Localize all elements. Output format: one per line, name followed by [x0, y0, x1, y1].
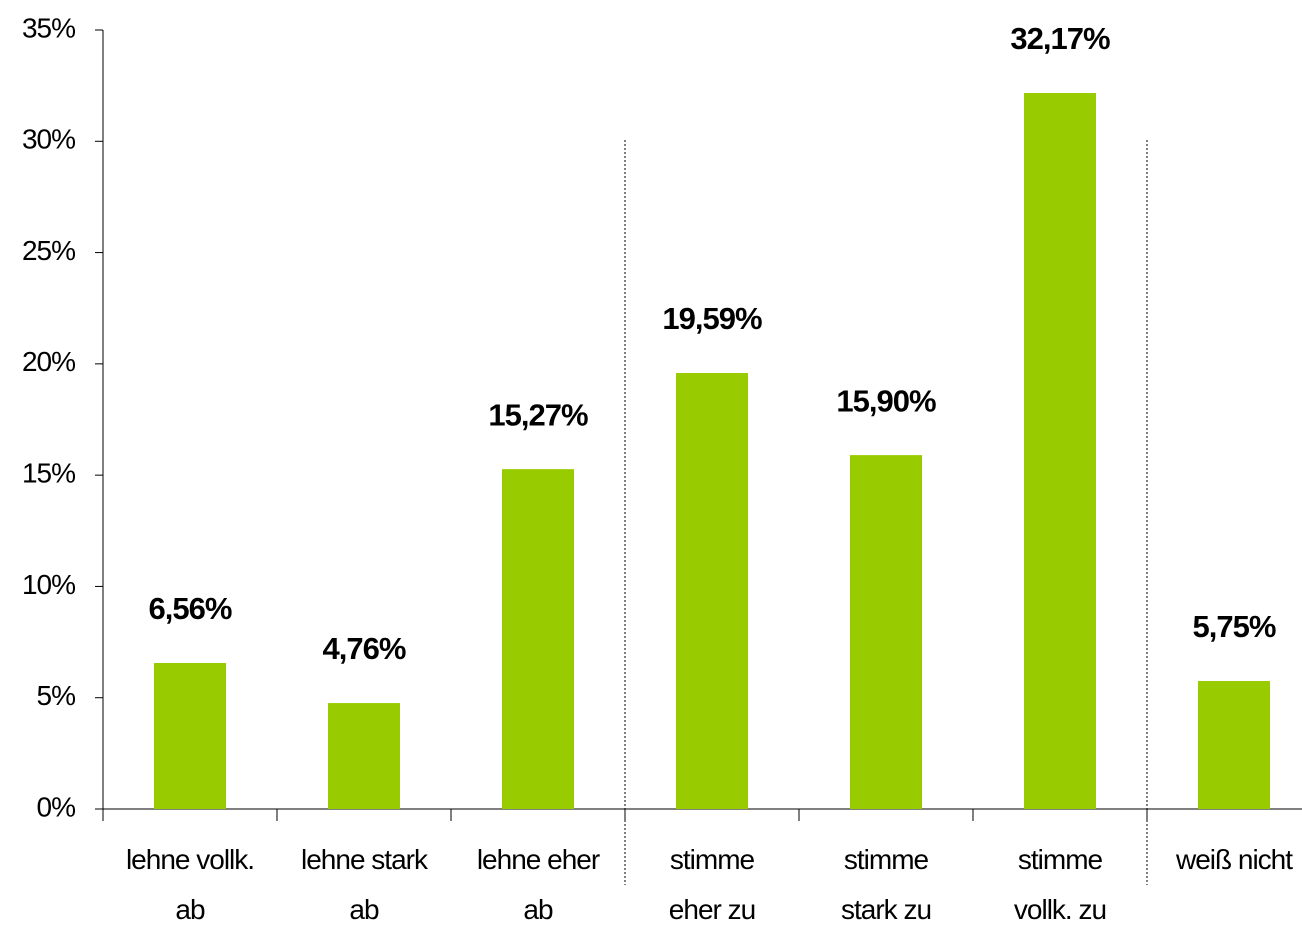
y-tick-label: 20% — [22, 346, 75, 377]
x-tick-label-line: lehne stark — [301, 844, 429, 875]
x-tick-label-line: stimme — [1018, 844, 1103, 875]
bar — [850, 455, 922, 809]
x-tick-label: lehne eher ab — [477, 844, 600, 925]
y-tick-label: 35% — [22, 12, 75, 43]
y-tick-label: 0% — [37, 791, 76, 822]
x-tick-label: lehne stark ab — [301, 844, 429, 925]
x-tick-label-line: eher zu — [669, 894, 755, 925]
bar — [154, 662, 226, 809]
value-label: 15,27% — [488, 397, 588, 432]
y-tick-label: 10% — [22, 569, 75, 600]
bar — [1198, 681, 1270, 809]
x-tick-label-line: lehne vollk. — [126, 844, 254, 875]
value-label: 19,59% — [662, 301, 762, 336]
value-label: 15,90% — [836, 383, 936, 418]
x-tick-label-line: ab — [175, 894, 205, 925]
bar — [1024, 92, 1096, 809]
y-tick-label: 5% — [37, 680, 76, 711]
y-tick-label: 15% — [22, 458, 75, 489]
x-tick-label-line: lehne eher — [477, 844, 600, 875]
x-tick-label: stimme stark zu — [841, 844, 931, 925]
value-label: 5,75% — [1193, 609, 1276, 644]
y-tick-label: 25% — [22, 235, 75, 266]
x-tick-label: weiß nicht — [1175, 844, 1293, 875]
value-label: 4,76% — [323, 631, 406, 666]
bar — [502, 469, 574, 809]
x-tick-label-line: vollk. zu — [1014, 894, 1106, 925]
x-tick-label: stimme vollk. zu — [1014, 844, 1106, 925]
x-tick-label: stimme eher zu — [669, 844, 755, 925]
bar — [676, 372, 748, 809]
x-tick-label-line: stimme — [670, 844, 755, 875]
bar — [328, 703, 400, 809]
value-label: 32,17% — [1010, 21, 1110, 56]
value-label: 6,56% — [149, 591, 232, 626]
y-tick-label: 30% — [22, 124, 75, 155]
x-tick-label-line: ab — [523, 894, 553, 925]
x-tick-label-line: stark zu — [841, 894, 931, 925]
x-tick-label-line: ab — [349, 894, 379, 925]
x-tick-label-line: stimme — [844, 844, 929, 875]
x-tick-label-line: weiß nicht — [1175, 844, 1293, 875]
x-tick-label: lehne vollk. ab — [126, 844, 254, 925]
